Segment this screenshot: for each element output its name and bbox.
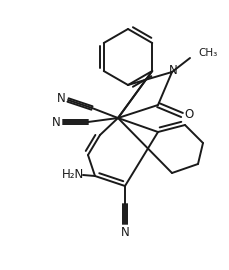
- Text: H₂N: H₂N: [62, 167, 84, 181]
- Text: N: N: [120, 225, 129, 238]
- Text: O: O: [184, 109, 193, 122]
- Text: N: N: [56, 93, 65, 106]
- Text: N: N: [168, 65, 177, 77]
- Text: CH₃: CH₃: [197, 48, 216, 58]
- Text: N: N: [51, 116, 60, 129]
